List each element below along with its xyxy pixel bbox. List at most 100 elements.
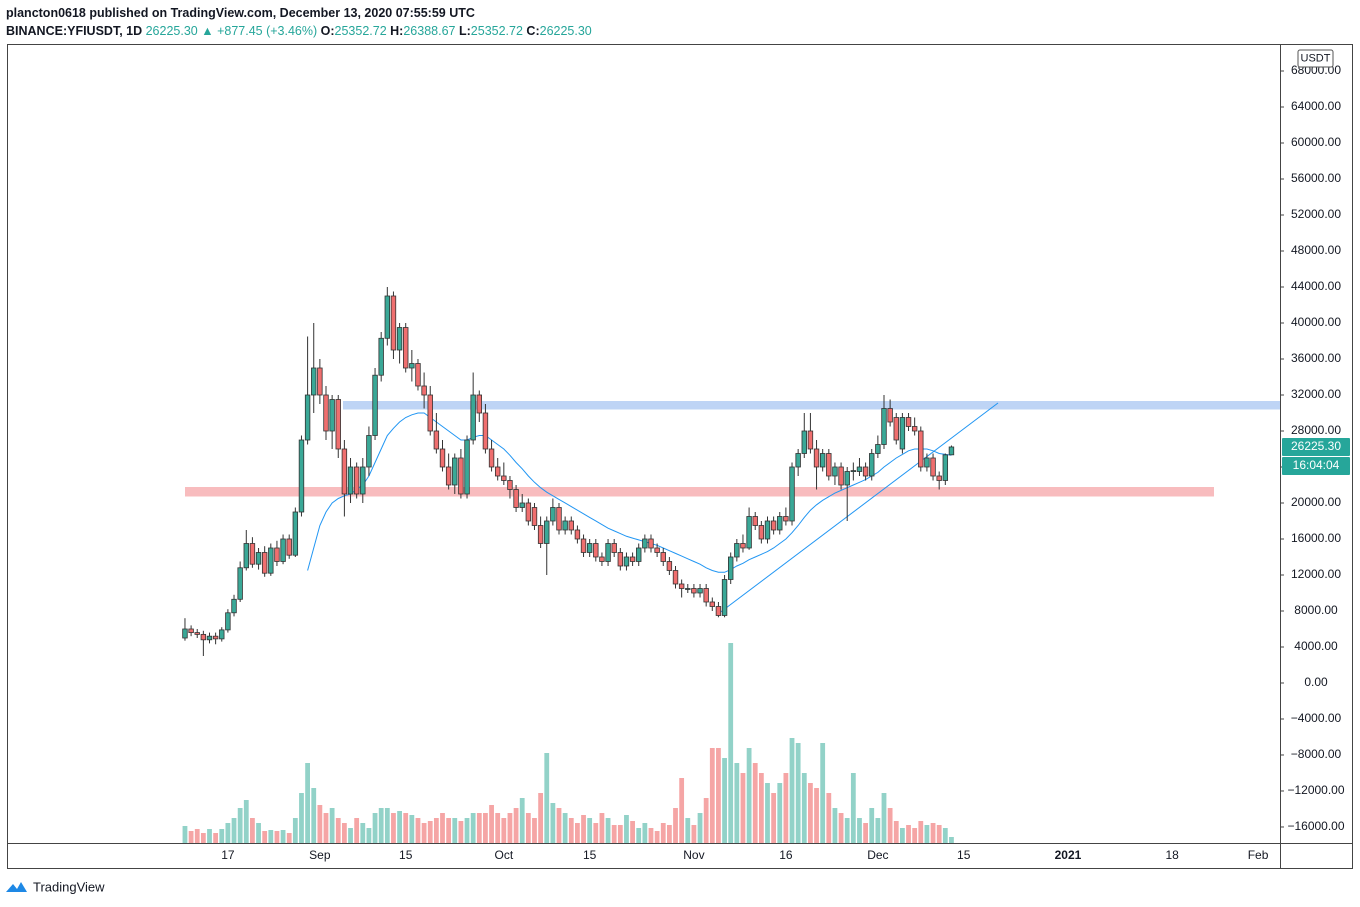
volume-bar <box>501 818 507 843</box>
countdown-bg <box>1282 456 1350 475</box>
candle-body <box>899 417 906 450</box>
candle-body <box>777 516 783 531</box>
candle-body <box>721 579 728 616</box>
candle-body <box>360 466 366 495</box>
volume-bar <box>250 818 255 843</box>
candle-body <box>304 394 311 441</box>
y-tick-label: 0.00 <box>1304 675 1328 689</box>
volume-bar <box>893 821 899 843</box>
candle-body <box>396 327 403 351</box>
candle-body <box>728 556 734 580</box>
close: 26225.30 <box>539 24 592 38</box>
candle-body <box>795 453 801 468</box>
volume-bar <box>906 825 911 843</box>
volume-bar <box>188 831 194 843</box>
volume-bar <box>709 748 715 843</box>
candle-body <box>225 612 231 631</box>
trend-line <box>717 402 999 615</box>
volume-bar <box>213 833 219 843</box>
volume-bar <box>875 818 881 843</box>
candle-body <box>838 466 844 486</box>
candle-body <box>672 570 679 585</box>
volume-bar <box>666 825 672 843</box>
volume-bar <box>673 808 678 843</box>
low: 25352.72 <box>470 24 523 38</box>
volume-bar <box>458 821 464 843</box>
y-tick-label: −4000.00 <box>1291 711 1342 725</box>
candle-body <box>525 502 532 522</box>
volume-bar <box>440 813 445 843</box>
volume-bar <box>605 818 611 843</box>
y-tick-label: −16000.00 <box>1287 819 1344 833</box>
volume-bar <box>703 798 709 843</box>
volume-bar <box>863 823 869 843</box>
candle-body <box>378 337 384 376</box>
volume-bar <box>274 831 280 843</box>
y-tick-label: 64000.00 <box>1291 99 1341 113</box>
x-tick-label: Nov <box>683 848 704 862</box>
volume-bar <box>360 823 366 843</box>
volume-bar <box>525 813 531 843</box>
volume-bar <box>808 783 813 843</box>
candle-body <box>366 435 372 468</box>
candle-body <box>280 538 286 562</box>
candle-body <box>807 430 814 450</box>
volume-bar <box>611 825 617 843</box>
candle-body <box>746 516 752 549</box>
close-label: C: <box>526 24 540 38</box>
last-price: 26225.30 <box>145 24 198 38</box>
volume-bar <box>409 815 415 843</box>
candle-body <box>452 457 458 486</box>
price-tag: 26225.30 <box>1291 439 1341 453</box>
volume-bar <box>366 828 372 843</box>
y-tick-label: 48000.00 <box>1291 243 1341 257</box>
candle-body <box>789 466 795 522</box>
candle-body <box>936 475 942 481</box>
volume-bar <box>820 743 826 843</box>
y-tick-label: −8000.00 <box>1291 747 1342 761</box>
volume-bar <box>317 805 323 843</box>
candle-body <box>353 466 360 495</box>
candle-body <box>188 628 194 633</box>
candle-body <box>666 561 673 571</box>
volume-bar <box>421 823 427 843</box>
volume-bar <box>728 643 734 843</box>
candle-body <box>243 543 249 569</box>
x-tick-label: Sep <box>309 848 331 862</box>
candle-body <box>856 466 863 472</box>
volume-bar <box>256 823 261 843</box>
x-tick-label: Dec <box>867 848 888 862</box>
volume-bar <box>225 823 231 843</box>
volume-bar <box>182 826 188 843</box>
candle-body <box>439 448 446 468</box>
candle-body <box>470 394 476 441</box>
candle-body <box>942 454 949 481</box>
candle-body <box>513 489 519 508</box>
x-tick-label: 17 <box>221 848 235 862</box>
y-tick-label: 52000.00 <box>1291 207 1341 221</box>
candle-body <box>660 552 666 562</box>
legend-row: BINANCE:YFIUSDT, 1D 26225.30 ▲ +877.45 (… <box>6 22 592 40</box>
volume-bar <box>268 830 274 843</box>
candle-body <box>537 525 544 544</box>
volume-bar <box>765 783 770 843</box>
volume-bar <box>568 818 574 843</box>
candle-body <box>464 439 470 495</box>
candle-body <box>703 588 709 603</box>
candle-body <box>930 457 936 477</box>
candle-body <box>770 520 777 531</box>
volume-bar <box>624 815 629 843</box>
volume-bar <box>918 821 924 843</box>
volume-bar <box>924 825 930 843</box>
candle-body <box>629 556 636 562</box>
candle-body <box>335 399 341 450</box>
candle-body <box>433 430 440 450</box>
y-tick-label: 36000.00 <box>1291 351 1341 365</box>
x-tick-label: 15 <box>583 848 597 862</box>
volume-bar <box>556 808 562 843</box>
volume-bar <box>262 831 268 843</box>
x-tick-label: 15 <box>957 848 971 862</box>
candle-body <box>869 453 875 477</box>
volume-bar <box>237 808 243 843</box>
candle-body <box>574 529 581 540</box>
